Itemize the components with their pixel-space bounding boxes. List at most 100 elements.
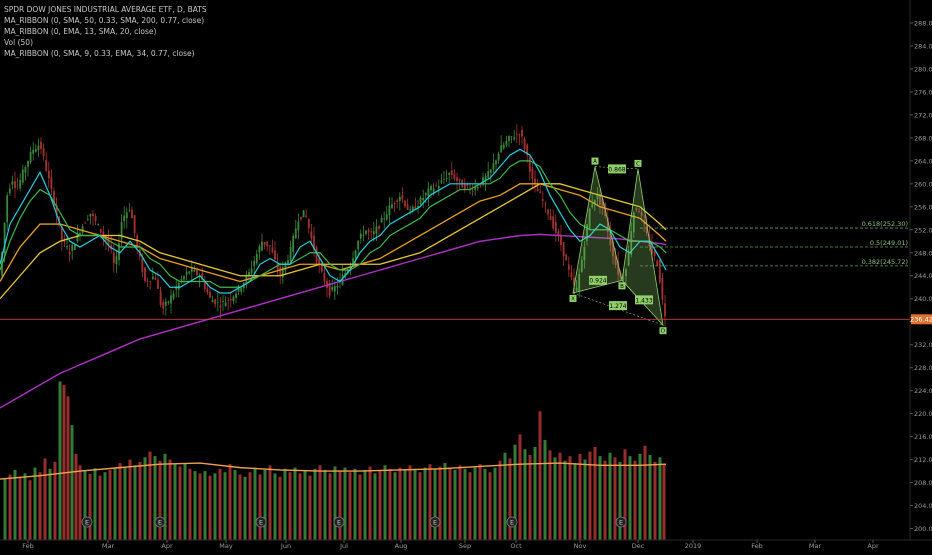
volume-bar-15 bbox=[74, 453, 78, 540]
volume-bar-3 bbox=[18, 477, 22, 540]
candle-body-3790 bbox=[378, 225, 380, 229]
candle-body-3348 bbox=[333, 286, 336, 292]
earnings-marker-label-2: E bbox=[259, 518, 263, 526]
volume-bar-90 bbox=[448, 467, 452, 540]
pattern-point-B[interactable]: B bbox=[620, 284, 624, 290]
y-tick-label-10: 240.00 bbox=[914, 295, 932, 303]
legend-indicator-4[interactable]: MA_RIBBON (0, SMA, 9, 0.33, EMA, 34, 0.7… bbox=[4, 49, 195, 58]
earnings-marker-label-0: E bbox=[85, 518, 89, 526]
pattern-triangle-xab[interactable] bbox=[572, 166, 623, 294]
candle-body-1450 bbox=[144, 267, 146, 282]
pattern-ratio-0[interactable]: 0.868 bbox=[608, 166, 625, 173]
candle-body-2074 bbox=[206, 288, 209, 293]
candle-body-1866 bbox=[185, 272, 188, 275]
candle-body-6312 bbox=[630, 231, 633, 255]
candle-body-3140 bbox=[313, 235, 315, 250]
volume-bar-82 bbox=[408, 465, 412, 540]
earnings-marker-4[interactable] bbox=[429, 516, 441, 528]
volume-bar-89 bbox=[443, 463, 447, 540]
earnings-marker-6[interactable] bbox=[615, 516, 627, 528]
candle-body-3972 bbox=[396, 200, 399, 202]
earnings-marker-5[interactable] bbox=[506, 516, 518, 528]
legend-indicator-2[interactable]: MA_RIBBON (0, EMA, 13, SMA, 20, close) bbox=[4, 27, 157, 36]
volume-bar-122 bbox=[608, 452, 612, 540]
candle-body-5584 bbox=[557, 231, 560, 236]
candle-body-878 bbox=[86, 219, 89, 220]
candle-body-5818 bbox=[580, 259, 583, 272]
price-axis[interactable]: 200.00 204.00 208.00 212.00 216.00 220.00 224.… bbox=[909, 0, 932, 540]
y-tick-label-0: 200.00 bbox=[914, 525, 932, 533]
candle-body-3296 bbox=[328, 282, 331, 296]
volume-bar-81 bbox=[403, 469, 407, 540]
volume-bar-39 bbox=[193, 471, 197, 540]
volume-bar-83 bbox=[413, 468, 417, 540]
pattern-ratio-2[interactable]: 1.274 bbox=[609, 303, 626, 310]
candle-body-2334 bbox=[232, 296, 235, 302]
candle-body-5168 bbox=[515, 133, 518, 135]
volume-bar-30 bbox=[148, 451, 152, 540]
volume-bar-42 bbox=[208, 475, 212, 540]
legend-title[interactable]: SPDR DOW JONES INDUSTRIAL AVERAGE ETF, D… bbox=[4, 5, 207, 14]
candle-body-3426 bbox=[341, 275, 344, 285]
pattern-line-xb bbox=[572, 280, 623, 294]
y-tick-label-18: 272.00 bbox=[914, 111, 932, 119]
candle-body-4466 bbox=[445, 178, 448, 180]
pattern-point-A[interactable]: A bbox=[593, 159, 597, 165]
pattern-point-C[interactable]: C bbox=[636, 161, 640, 167]
candle-body-6572 bbox=[656, 260, 659, 266]
earnings-marker-2[interactable] bbox=[255, 516, 267, 528]
candle-body-2854 bbox=[284, 262, 287, 271]
candle-body-3738 bbox=[372, 231, 375, 235]
candle-body-1554 bbox=[154, 277, 157, 280]
fib-label-2: 0.382(245.72) bbox=[862, 258, 908, 266]
earnings-marker-0[interactable] bbox=[81, 516, 93, 528]
volume-bar-49 bbox=[243, 476, 247, 540]
y-tick-label-16: 264.00 bbox=[914, 157, 932, 165]
pattern-point-D[interactable]: D bbox=[661, 329, 665, 335]
candle-body-1320 bbox=[131, 209, 133, 219]
volume-bar-99 bbox=[493, 467, 497, 540]
candle-body-2048 bbox=[203, 281, 206, 290]
x-tick-label-7: Sep bbox=[459, 542, 471, 550]
legend-indicator-1[interactable]: MA_RIBBON (0, SMA, 50, 0.33, SMA, 200, 0… bbox=[4, 16, 205, 25]
candle-body-6390 bbox=[638, 211, 640, 213]
candle-body-5792 bbox=[578, 274, 581, 292]
volume-bar-16 bbox=[78, 465, 82, 540]
volume-bar-65 bbox=[323, 469, 327, 540]
candle-body-410 bbox=[40, 141, 42, 149]
pattern-point-X[interactable]: X bbox=[571, 297, 575, 303]
volume-bar-110 bbox=[548, 450, 552, 540]
candle-body-5428 bbox=[541, 199, 544, 201]
candle-body-2958 bbox=[294, 228, 297, 239]
volume-bar-63 bbox=[313, 468, 317, 540]
earnings-marker-1[interactable] bbox=[154, 516, 166, 528]
candle-body-4830 bbox=[482, 177, 484, 185]
volume-bar-66 bbox=[328, 473, 332, 540]
pattern-ratio-3[interactable]: 1.433 bbox=[635, 297, 652, 304]
candle-body-332 bbox=[32, 149, 35, 154]
candle-body-1424 bbox=[141, 256, 144, 273]
candle-body-2204 bbox=[219, 305, 222, 308]
volume-bar-22 bbox=[108, 469, 112, 540]
candle-body-6598 bbox=[658, 260, 661, 283]
candle-body-3166 bbox=[315, 247, 318, 262]
pattern-ratio-1[interactable]: 0.924 bbox=[589, 278, 606, 285]
candle-body-2906 bbox=[289, 246, 292, 261]
candle-body-1762 bbox=[175, 287, 178, 290]
legend-indicator-3[interactable]: Vol (50) bbox=[4, 38, 34, 47]
candle-body-4544 bbox=[453, 173, 456, 180]
x-tick-label-3: May bbox=[219, 542, 233, 550]
candle-body-3244 bbox=[323, 272, 326, 282]
candle-body-904 bbox=[89, 213, 92, 217]
candle-body-1086 bbox=[107, 239, 110, 245]
earnings-marker-3[interactable] bbox=[333, 516, 345, 528]
candle-body-1944 bbox=[193, 270, 196, 272]
candle-body-3920 bbox=[391, 204, 393, 209]
volume-bar-79 bbox=[393, 472, 397, 540]
candle-body-2828 bbox=[281, 267, 284, 278]
candle-body-1814 bbox=[180, 279, 183, 281]
volume-bar-102 bbox=[508, 458, 512, 540]
time-axis[interactable]: Feb Mar Apr May Jun Jul Aug Sep Oct Nov Dec 2019 Feb… bbox=[0, 539, 932, 550]
